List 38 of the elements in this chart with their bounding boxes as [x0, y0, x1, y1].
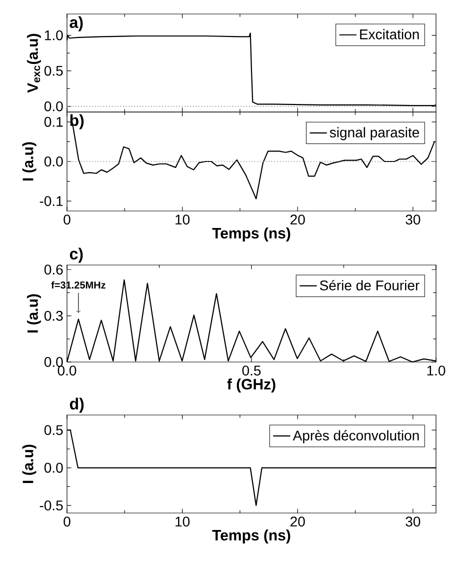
y-tick-label: 0.5: [44, 425, 63, 436]
x-tick-label: 30: [406, 516, 420, 527]
y-axis-title: I (a.u): [22, 142, 36, 180]
y-tick-label: 0.5: [44, 66, 63, 76]
y-axis-title: V$_{exc}$(a.u): [26, 34, 41, 93]
x-tick-label: 20: [290, 516, 305, 527]
x-tick-label: 20: [290, 214, 305, 225]
legend-label: Série de Fourier: [320, 280, 420, 290]
legend-label: Après déconvolution: [292, 430, 419, 444]
annotation: a): [70, 16, 83, 32]
y-tick-label: 0.0: [44, 357, 63, 367]
x-tick-label: 30: [406, 214, 420, 225]
y-tick-label: -0.1: [40, 196, 63, 206]
legend-label: Excitation: [360, 29, 419, 40]
y-tick-label: 1.0: [44, 30, 63, 40]
legend-label: signal parasite: [330, 127, 420, 140]
annotation: b): [70, 114, 84, 130]
y-tick-label: 0.1: [44, 116, 63, 127]
y-tick-label: 0.0: [44, 101, 63, 112]
x-tick-label: 0.5: [242, 366, 261, 376]
text: d): [70, 398, 84, 413]
y-tick-label: 0.6: [44, 264, 63, 275]
x-axis-title: f (GHz): [227, 378, 276, 392]
y-tick-label: 0.0: [44, 156, 63, 166]
x-tick-label: 1.0: [427, 366, 446, 376]
x-axis-title: Temps (ns): [212, 530, 290, 544]
x-tick-label: 0: [64, 214, 70, 225]
x-tick-label: 0: [64, 516, 70, 527]
y-axis-title: I (a.u): [22, 444, 36, 483]
text: c): [70, 248, 83, 263]
x-tick-label: 0.0: [58, 366, 76, 376]
y-tick-label: -0.5: [40, 500, 63, 510]
x-axis-title: Temps (ns): [212, 228, 290, 242]
y-axis-title: I (a.u): [26, 294, 41, 332]
y-tick-label: 0.3: [44, 310, 63, 321]
x-tick-label: 10: [176, 516, 190, 527]
y-tick-label: 0.0: [44, 462, 63, 473]
x-tick-label: 10: [176, 214, 190, 225]
